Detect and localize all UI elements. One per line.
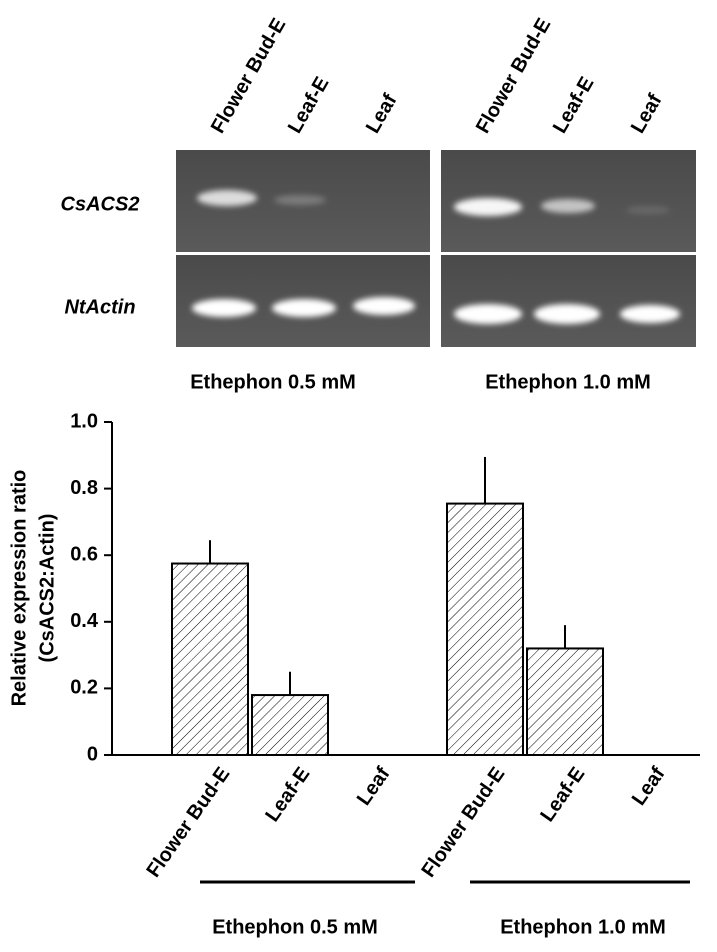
gel-lane-label: Leaf bbox=[362, 90, 402, 137]
y-axis-label: Relative expression ratio bbox=[8, 470, 30, 707]
gel-image bbox=[176, 150, 696, 347]
bar bbox=[171, 562, 249, 757]
y-tick-label: 0.8 bbox=[70, 477, 98, 499]
gel-lane-label: Leaf bbox=[627, 90, 667, 137]
group-label: Ethephon 1.0 mM bbox=[500, 916, 666, 938]
x-tick-label: Leaf-E bbox=[261, 763, 314, 826]
gel-row-label: NtActin bbox=[64, 296, 135, 318]
x-tick-label: Leaf bbox=[628, 763, 670, 810]
gel-lane-label: Flower Bud-E bbox=[207, 15, 290, 138]
y-tick-label: 0.4 bbox=[70, 610, 99, 632]
y-tick-label: 0 bbox=[87, 743, 98, 765]
group-label: Ethephon 0.5 mM bbox=[212, 916, 378, 938]
x-tick-label: Leaf-E bbox=[536, 763, 589, 826]
bar bbox=[526, 647, 604, 756]
gel-lane-label: Leaf-E bbox=[549, 73, 599, 137]
y-tick-label: 0.6 bbox=[70, 543, 98, 565]
gel-lane-label: Flower Bud-E bbox=[472, 15, 555, 138]
x-tick-label: Flower Bud-E bbox=[142, 763, 234, 881]
y-tick-label: 1.0 bbox=[70, 410, 98, 432]
y-axis-label: (CsACS2:Actin) bbox=[36, 514, 58, 663]
bar bbox=[446, 502, 524, 756]
gel-row-label: CsACS2 bbox=[61, 193, 140, 215]
gel-group-label: Ethephon 1.0 mM bbox=[485, 371, 651, 393]
x-tick-label: Leaf bbox=[353, 763, 395, 810]
gel-group-label: Ethephon 0.5 mM bbox=[190, 371, 356, 393]
y-tick-label: 0.2 bbox=[70, 677, 98, 699]
bar bbox=[251, 694, 329, 756]
x-tick-label: Flower Bud-E bbox=[417, 763, 509, 881]
gel-lane-label: Leaf-E bbox=[284, 73, 334, 137]
